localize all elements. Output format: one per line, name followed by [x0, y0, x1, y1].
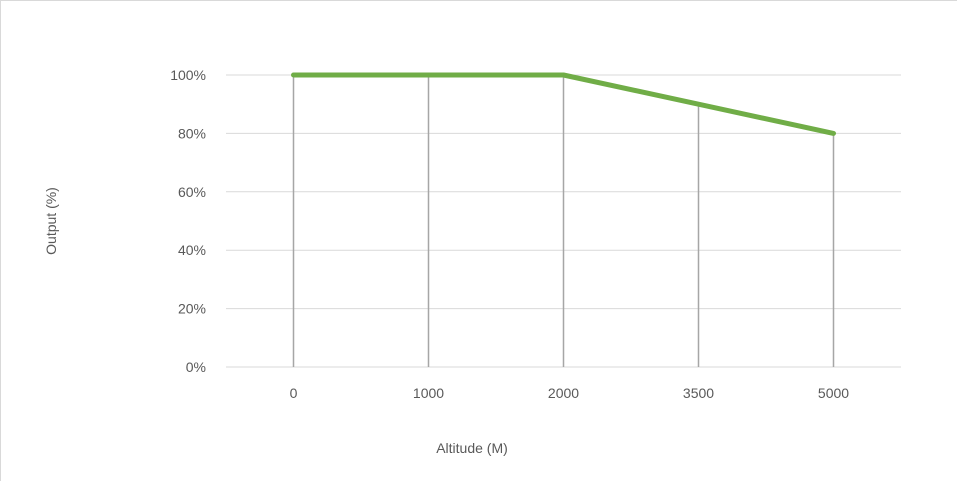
y-tick-label: 0% — [186, 359, 206, 375]
x-tick-label: 5000 — [818, 385, 849, 401]
y-tick-label: 20% — [178, 301, 206, 317]
x-tick-label: 2000 — [548, 385, 579, 401]
x-tick-label: 3500 — [683, 385, 714, 401]
x-tick-labels: 0 1000 2000 3500 5000 — [290, 385, 850, 401]
y-tick-label: 60% — [178, 184, 206, 200]
y-axis-title: Output (%) — [43, 187, 59, 255]
y-tick-labels: 0% 20% 40% 60% 80% 100% — [170, 67, 206, 375]
y-tick-label: 80% — [178, 125, 206, 141]
y-tick-label: 40% — [178, 242, 206, 258]
x-tick-label: 0 — [290, 385, 298, 401]
y-tick-label: 100% — [170, 67, 206, 83]
x-axis-title: Altitude (M) — [436, 440, 508, 456]
x-tick-label: 1000 — [413, 385, 444, 401]
drop-lines — [294, 75, 834, 367]
